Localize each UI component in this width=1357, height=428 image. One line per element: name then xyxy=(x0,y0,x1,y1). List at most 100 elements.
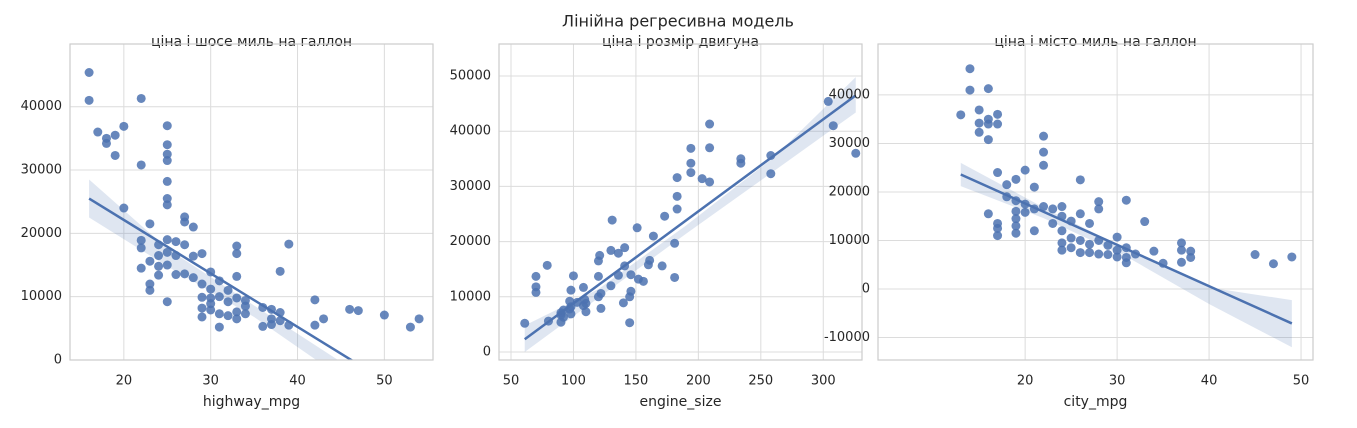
y-tick-label: 30000 xyxy=(450,179,491,194)
point xyxy=(145,285,155,295)
point xyxy=(686,158,696,168)
point xyxy=(379,310,389,320)
point xyxy=(1075,209,1085,219)
point xyxy=(965,85,975,95)
point xyxy=(136,93,146,103)
point xyxy=(223,285,233,295)
point xyxy=(828,121,838,131)
point xyxy=(1048,204,1058,214)
point xyxy=(206,284,216,294)
figure-title: Лінійна регресивна модель xyxy=(562,12,794,31)
point xyxy=(1186,246,1196,256)
point xyxy=(823,96,833,106)
point xyxy=(1094,197,1104,207)
point xyxy=(607,215,617,225)
point xyxy=(1103,240,1113,250)
y-tick-label: 0 xyxy=(483,344,491,359)
point xyxy=(983,84,993,94)
point xyxy=(1057,238,1067,248)
point xyxy=(1029,182,1039,192)
point xyxy=(1020,165,1030,175)
point xyxy=(353,306,363,316)
point xyxy=(596,288,606,298)
point xyxy=(162,176,172,186)
point xyxy=(136,160,146,170)
point xyxy=(657,261,667,271)
point xyxy=(1121,195,1131,205)
point xyxy=(1112,252,1122,262)
y-tick-label: 20000 xyxy=(450,234,491,249)
axes-frame xyxy=(877,43,1314,361)
point xyxy=(232,314,242,324)
point xyxy=(648,231,658,241)
point xyxy=(1039,160,1049,170)
point xyxy=(171,237,181,247)
x-tick-label: 50 xyxy=(1293,374,1310,389)
chart-title: ціна і місто миль на галлон xyxy=(994,34,1196,50)
point xyxy=(766,169,776,179)
x-tick-label: 50 xyxy=(503,374,520,389)
point xyxy=(206,299,216,309)
point xyxy=(983,135,993,145)
point xyxy=(1287,252,1297,262)
point xyxy=(1176,238,1186,248)
point xyxy=(705,143,715,153)
point xyxy=(520,318,530,328)
point xyxy=(983,209,993,219)
y-tick-label: 10000 xyxy=(21,289,62,304)
point xyxy=(162,260,172,270)
point xyxy=(672,204,682,214)
point xyxy=(1011,228,1021,238)
point xyxy=(1057,226,1067,236)
point xyxy=(974,127,984,137)
point xyxy=(145,256,155,266)
point xyxy=(531,271,541,281)
point xyxy=(595,250,605,260)
point xyxy=(180,240,190,250)
point xyxy=(162,140,172,150)
point xyxy=(154,261,164,271)
point xyxy=(1176,257,1186,267)
point xyxy=(180,269,190,279)
point xyxy=(686,168,696,178)
axes-frame xyxy=(498,43,863,361)
point xyxy=(670,272,680,282)
point xyxy=(188,251,198,261)
point xyxy=(705,119,715,129)
point xyxy=(643,260,653,270)
point xyxy=(1186,252,1196,262)
point xyxy=(214,292,224,302)
x-tick-label: 200 xyxy=(686,374,711,389)
point xyxy=(93,127,103,137)
x-tick-label: 300 xyxy=(811,374,836,389)
point xyxy=(974,118,984,128)
x-tick-label: 150 xyxy=(623,374,648,389)
y-tick-label: 40000 xyxy=(450,124,491,139)
point xyxy=(136,243,146,253)
point xyxy=(1066,243,1076,253)
point xyxy=(1039,147,1049,157)
y-tick-label: 0 xyxy=(862,281,870,296)
y-tick-label: 10000 xyxy=(450,289,491,304)
point xyxy=(1140,217,1150,227)
point xyxy=(1020,207,1030,217)
point xyxy=(993,223,1003,233)
x-tick-label: 20 xyxy=(116,374,133,389)
point xyxy=(232,271,242,281)
chart-title: ціна і розмір двигуна xyxy=(602,34,759,50)
point xyxy=(974,105,984,115)
point xyxy=(405,322,415,332)
point xyxy=(136,263,146,273)
point xyxy=(606,281,616,291)
point xyxy=(618,298,628,308)
point xyxy=(188,273,198,283)
point xyxy=(232,249,242,259)
regression-line xyxy=(960,173,1293,325)
x-axis-label: highway_mpg xyxy=(203,394,300,410)
point xyxy=(1011,214,1021,224)
point xyxy=(1149,246,1159,256)
point xyxy=(542,260,552,270)
point xyxy=(162,194,172,204)
point xyxy=(1011,221,1021,231)
point xyxy=(1085,248,1095,258)
